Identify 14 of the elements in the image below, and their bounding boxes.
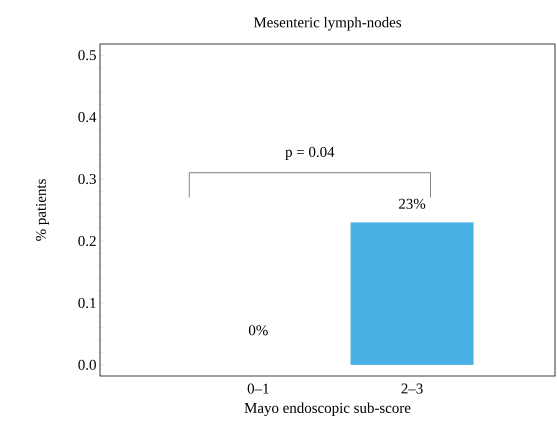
x-axis-title: Mayo endoscopic sub-score (244, 402, 410, 416)
chart-title: Mesenteric lymph-nodes (254, 16, 402, 30)
y-tick-label: 0.5 (78, 50, 96, 60)
x-tick-label: 0–1 (248, 384, 269, 394)
x-tick-label: 2–3 (401, 384, 423, 394)
y-tick-label: 0.1 (78, 298, 96, 308)
annotation: p = 0.04 (285, 146, 334, 160)
data-label: 23% (399, 198, 426, 209)
y-tick-label: 0.2 (78, 236, 96, 246)
y-axis-title: % patients (36, 179, 49, 241)
data-label: 0% (248, 325, 268, 336)
y-tick-label: 0.0 (78, 360, 96, 370)
y-tick-label: 0.3 (78, 174, 96, 184)
y-tick-label: 0.4 (78, 112, 96, 122)
